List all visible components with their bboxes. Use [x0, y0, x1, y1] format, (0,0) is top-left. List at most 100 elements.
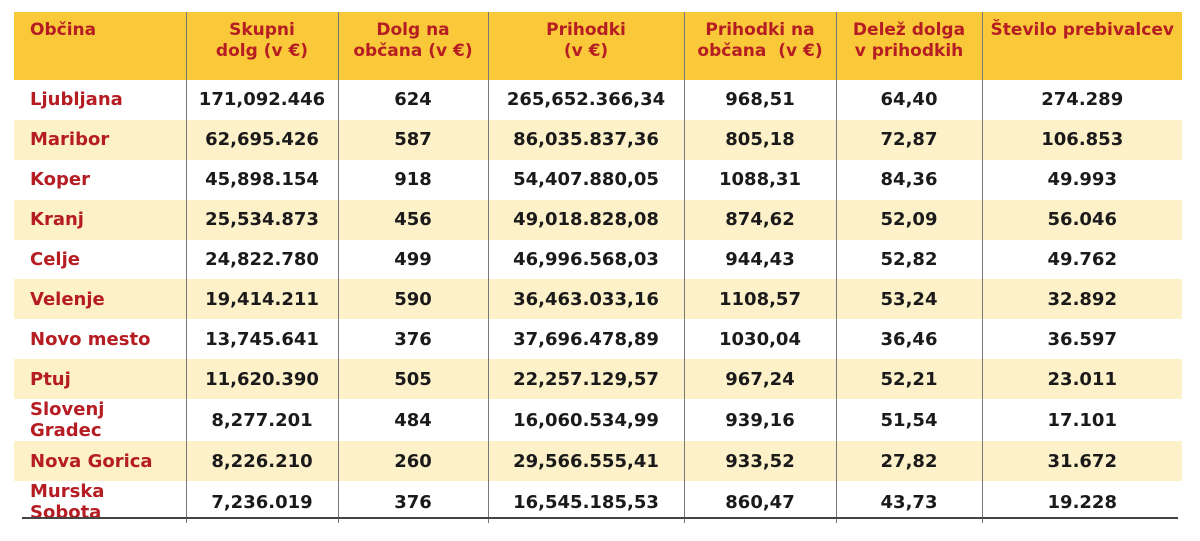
debt-per-capita-cell: 260	[337, 441, 488, 482]
debt-per-capita-cell: 456	[337, 199, 488, 240]
table-row: Velenje 19,414.211 590 36,463.033,16 1108,57…	[14, 279, 1182, 320]
debt-per-capita-cell: 505	[337, 359, 488, 400]
municipality-name-cell: Velenje	[30, 288, 105, 310]
debt-share-cell: 36,46	[835, 319, 982, 360]
debt-per-capita-cell: 624	[337, 80, 488, 120]
table-row: Slovenj Gradec 8,277.201 484 16,060.534,99 9…	[14, 399, 1182, 442]
municipality-name-cell: Novo mesto	[30, 328, 151, 350]
total-debt-cell: 171,092.446	[185, 80, 338, 120]
table-row: Murska Sobota 7,236.019 376 16,545.185,53 86…	[14, 481, 1182, 524]
revenue-cell: 46,996.568,03	[487, 239, 684, 280]
debt-per-capita-cell: 376	[337, 481, 488, 524]
header-stevilo-prebivalcev: Število prebivalcev	[981, 12, 1182, 80]
debt-per-capita-cell: 484	[337, 399, 488, 442]
table-row: Ljubljana 171,092.446 624 265,652.366,34 968…	[14, 80, 1182, 120]
total-debt-cell: 11,620.390	[185, 359, 338, 400]
header-dolg-na-obcana: Dolg na občana (v €)	[337, 12, 488, 80]
total-debt-cell: 19,414.211	[185, 279, 338, 320]
total-debt-cell: 7,236.019	[185, 481, 338, 524]
header-prihodki-na-obcana: Prihodki na občana (v €)	[683, 12, 836, 80]
population-cell: 49.993	[981, 159, 1182, 200]
debt-share-cell: 64,40	[835, 80, 982, 120]
revenue-per-capita-cell: 933,52	[683, 441, 836, 482]
population-cell: 36.597	[981, 319, 1182, 360]
table-row: Novo mesto 13,745.641 376 37,696.478,89 1030…	[14, 319, 1182, 360]
population-cell: 19.228	[981, 481, 1182, 524]
revenue-per-capita-cell: 968,51	[683, 80, 836, 120]
revenue-per-capita-cell: 1108,57	[683, 279, 836, 320]
table-row: Kranj 25,534.873 456 49,018.828,08 874,62 52,…	[14, 199, 1182, 240]
debt-share-cell: 53,24	[835, 279, 982, 320]
header-row: Občina Skupni dolg (v €) Dolg na občana (v…	[14, 12, 1182, 80]
debt-share-cell: 43,73	[835, 481, 982, 524]
population-cell: 106.853	[981, 119, 1182, 160]
total-debt-cell: 45,898.154	[185, 159, 338, 200]
population-cell: 17.101	[981, 399, 1182, 442]
revenue-per-capita-cell: 1030,04	[683, 319, 836, 360]
revenue-cell: 37,696.478,89	[487, 319, 684, 360]
revenue-per-capita-cell: 874,62	[683, 199, 836, 240]
debt-per-capita-cell: 918	[337, 159, 488, 200]
municipal-debt-table-container: Občina Skupni dolg (v €) Dolg na občana (v…	[14, 12, 1182, 524]
municipality-name-cell: Celje	[30, 249, 80, 270]
table-row: Celje 24,822.780 499 46,996.568,03 944,43 52,…	[14, 239, 1182, 280]
population-cell: 56.046	[981, 199, 1182, 240]
revenue-per-capita-cell: 944,43	[683, 239, 836, 280]
population-cell: 274.289	[981, 80, 1182, 120]
table-body: Ljubljana 171,092.446 624 265,652.366,34 968…	[14, 80, 1182, 524]
revenue-cell: 54,407.880,05	[487, 159, 684, 200]
total-debt-cell: 8,277.201	[185, 399, 338, 442]
population-cell: 49.762	[981, 239, 1182, 280]
revenue-cell: 265,652.366,34	[487, 80, 684, 120]
municipality-name-cell: Ptuj	[30, 368, 71, 390]
revenue-cell: 16,545.185,53	[487, 481, 684, 524]
total-debt-cell: 62,695.426	[185, 119, 338, 160]
municipal-debt-table: Občina Skupni dolg (v €) Dolg na občana (v…	[14, 12, 1182, 524]
debt-share-cell: 84,36	[835, 159, 982, 200]
municipality-name-cell: Nova Gorica	[30, 450, 153, 472]
total-debt-cell: 25,534.873	[185, 199, 338, 240]
revenue-per-capita-cell: 1088,31	[683, 159, 836, 200]
table-row: Maribor 62,695.426 587 86,035.837,36 805,18 7…	[14, 119, 1182, 160]
revenue-per-capita-cell: 805,18	[683, 119, 836, 160]
revenue-cell: 22,257.129,57	[487, 359, 684, 400]
debt-per-capita-cell: 587	[337, 119, 488, 160]
revenue-cell: 16,060.534,99	[487, 399, 684, 442]
header-prihodki: Prihodki (v €)	[487, 12, 684, 80]
debt-share-cell: 27,82	[835, 441, 982, 482]
debt-share-cell: 72,87	[835, 119, 982, 160]
population-cell: 23.011	[981, 359, 1182, 400]
bottom-rule	[22, 517, 1178, 519]
municipality-name-cell: Koper	[30, 169, 90, 191]
debt-per-capita-cell: 590	[337, 279, 488, 320]
debt-share-cell: 51,54	[835, 399, 982, 442]
table-header: Občina Skupni dolg (v €) Dolg na občana (v…	[14, 12, 1182, 80]
revenue-cell: 36,463.033,16	[487, 279, 684, 320]
population-cell: 31.672	[981, 441, 1182, 482]
header-obcina: Občina	[14, 12, 186, 80]
revenue-per-capita-cell: 939,16	[683, 399, 836, 442]
debt-per-capita-cell: 499	[337, 239, 488, 280]
header-skupni-dolg: Skupni dolg (v €)	[185, 12, 338, 80]
population-cell: 32.892	[981, 279, 1182, 320]
revenue-cell: 49,018.828,08	[487, 199, 684, 240]
debt-share-cell: 52,21	[835, 359, 982, 400]
table-row: Koper 45,898.154 918 54,407.880,05 1088,31 84…	[14, 159, 1182, 200]
table-row: Ptuj 11,620.390 505 22,257.129,57 967,24 52,2…	[14, 359, 1182, 400]
total-debt-cell: 8,226.210	[185, 441, 338, 482]
municipality-name-cell: Kranj	[30, 209, 84, 231]
total-debt-cell: 13,745.641	[185, 319, 338, 360]
revenue-per-capita-cell: 860,47	[683, 481, 836, 524]
revenue-cell: 29,566.555,41	[487, 441, 684, 482]
table-row: Nova Gorica 8,226.210 260 29,566.555,41 933,…	[14, 441, 1182, 482]
debt-per-capita-cell: 376	[337, 319, 488, 360]
municipality-name-cell: Maribor	[30, 129, 110, 151]
revenue-per-capita-cell: 967,24	[683, 359, 836, 400]
revenue-cell: 86,035.837,36	[487, 119, 684, 160]
municipality-name-cell: Slovenj Gradec	[30, 399, 105, 442]
municipality-name-cell: Ljubljana	[30, 89, 123, 111]
debt-share-cell: 52,09	[835, 199, 982, 240]
debt-share-cell: 52,82	[835, 239, 982, 280]
total-debt-cell: 24,822.780	[185, 239, 338, 280]
header-delez-dolga: Delež dolga v prihodkih	[835, 12, 982, 80]
